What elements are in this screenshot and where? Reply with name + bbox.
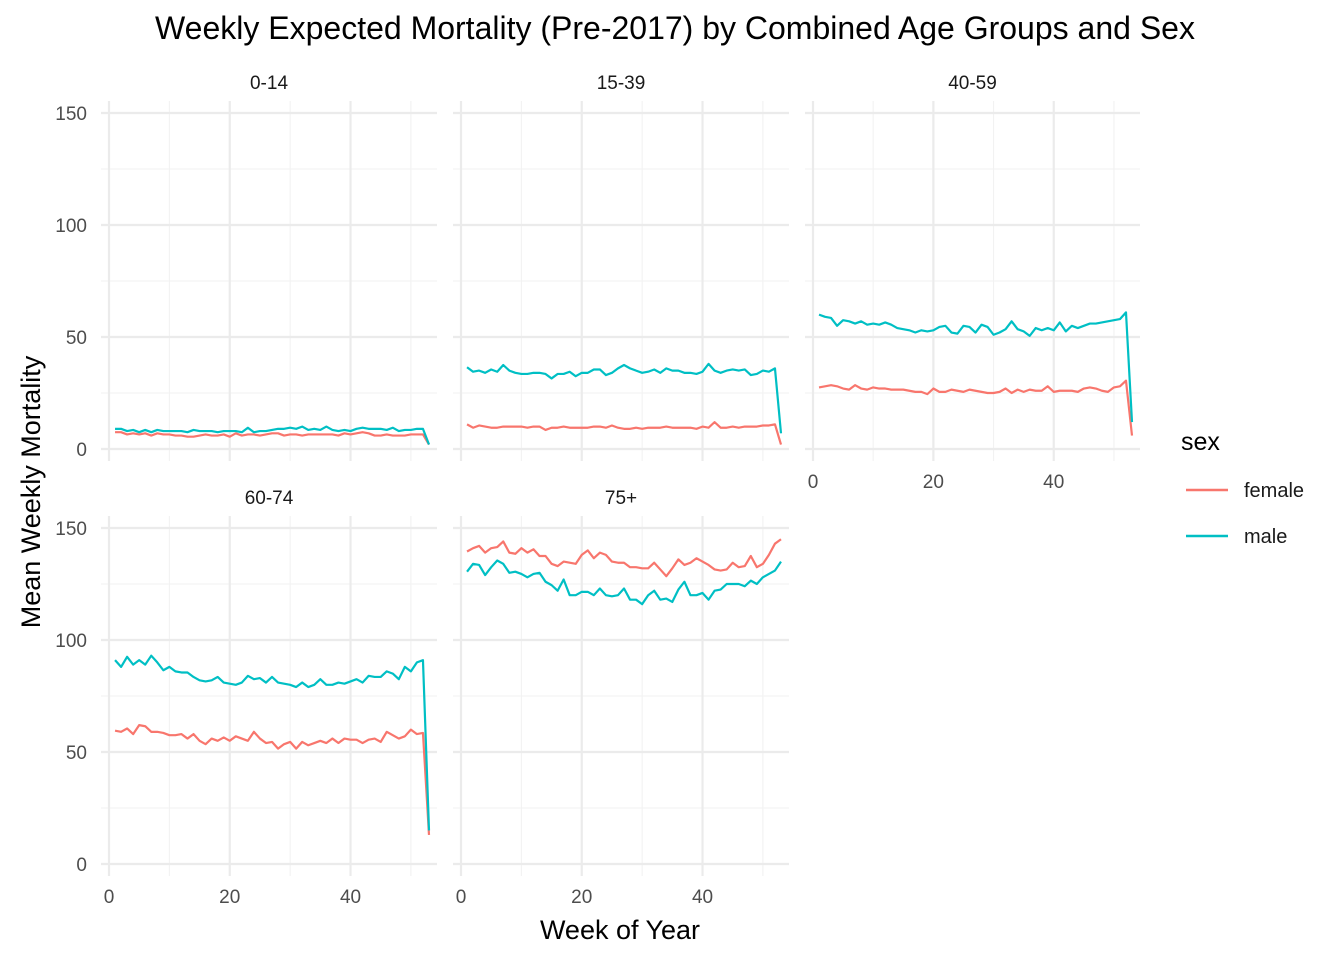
series-line-female — [466, 538, 782, 578]
series-line-female — [114, 724, 431, 835]
x-tick-label: 40 — [692, 887, 713, 908]
series-line-male — [115, 425, 431, 445]
series-line-male — [466, 362, 783, 434]
x-tick-label: 40 — [340, 887, 361, 908]
legend: sex female male — [1181, 428, 1304, 548]
legend-label-female: female — [1244, 480, 1304, 502]
facet-panel-0-14: 0-14 0 50 100 150 — [55, 73, 437, 461]
series-line-female — [115, 431, 430, 446]
facet-strip-label: 40-59 — [948, 73, 997, 94]
x-tick-label: 0 — [104, 887, 115, 908]
y-tick-label: 0 — [76, 855, 87, 876]
series-line-female — [818, 379, 1134, 436]
facet-strip-label: 0-14 — [250, 73, 288, 94]
y-tick-label: 0 — [76, 440, 87, 461]
chart-title: Weekly Expected Mortality (Pre-2017) by … — [155, 10, 1195, 46]
series-line-male — [466, 559, 782, 606]
y-tick-label: 50 — [66, 743, 87, 764]
y-tick-label: 50 — [66, 328, 87, 349]
x-tick-label: 20 — [923, 472, 944, 493]
facet-panel-75+: 75+ 0 20 40 — [453, 488, 789, 908]
facet-panels: 0-14 0 50 100 150 15-39 40-59 0 20 40 60-74 0 50 100 1… — [55, 73, 1140, 908]
y-tick-label: 150 — [55, 519, 87, 540]
series-line-female — [466, 421, 783, 445]
x-tick-label: 20 — [219, 887, 240, 908]
x-tick-label: 0 — [456, 887, 467, 908]
y-axis-title: Mean Weekly Mortality — [16, 355, 46, 628]
facet-strip-label: 15-39 — [597, 73, 646, 94]
facet-panel-60-74: 60-74 0 50 100 150 0 20 40 — [55, 488, 437, 908]
facet-panel-40-59: 40-59 0 20 40 — [805, 73, 1140, 493]
facet-strip-label: 75+ — [605, 488, 637, 509]
x-tick-label: 20 — [571, 887, 592, 908]
x-axis-title: Week of Year — [540, 915, 700, 945]
facet-panel-15-39: 15-39 — [453, 73, 789, 461]
facet-strip-label: 60-74 — [245, 488, 294, 509]
legend-title: sex — [1181, 428, 1220, 456]
legend-label-male: male — [1244, 526, 1287, 548]
y-tick-label: 100 — [55, 216, 87, 237]
x-tick-label: 0 — [808, 472, 819, 493]
series-line-male — [818, 311, 1134, 423]
series-line-male — [114, 654, 431, 831]
y-tick-label: 150 — [55, 104, 87, 125]
x-tick-label: 40 — [1043, 472, 1064, 493]
y-tick-label: 100 — [55, 631, 87, 652]
